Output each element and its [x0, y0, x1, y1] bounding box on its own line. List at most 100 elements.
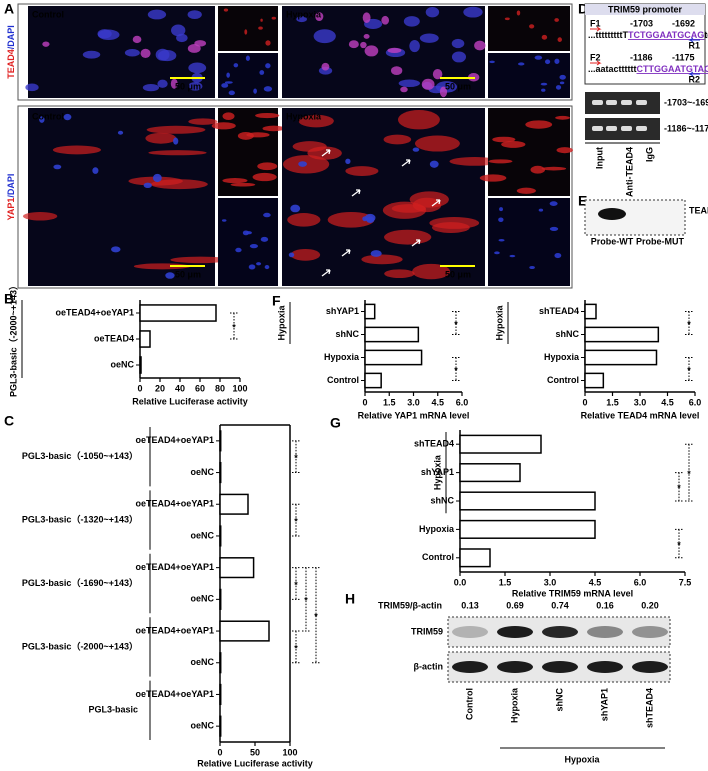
micrograph [28, 6, 215, 98]
cell [259, 70, 265, 75]
cell [489, 60, 495, 64]
cell [451, 51, 467, 63]
cell [187, 10, 202, 19]
x-tick-label: 4.5 [431, 397, 444, 407]
arrow [431, 199, 441, 207]
sig-bracket [312, 567, 320, 664]
cell [157, 79, 168, 88]
cell [559, 74, 566, 80]
sig-bracket [292, 440, 300, 474]
cell [327, 211, 375, 228]
bar [139, 304, 217, 322]
y-tick-label: Control [327, 375, 359, 385]
primer: F2 [590, 52, 601, 62]
panel-frame [17, 105, 573, 289]
sig-bracket [292, 567, 300, 600]
y-tick-label: oeTEAD4+oeYAP1 [56, 307, 134, 317]
arrow [341, 249, 351, 257]
arrow [401, 159, 411, 167]
blot-band [587, 661, 623, 673]
blot-band [632, 661, 668, 673]
cell [544, 59, 551, 65]
cell [555, 85, 562, 90]
cell [52, 145, 102, 155]
y-tick-label: oeNC [190, 721, 214, 731]
sig-bracket [675, 472, 683, 502]
bar [459, 548, 491, 568]
cell [147, 9, 167, 20]
condition-label: Hypoxia [286, 9, 322, 19]
sig-bracket [292, 630, 300, 664]
bar [219, 461, 222, 484]
cell [362, 216, 368, 222]
cell [145, 132, 177, 144]
cell [412, 263, 451, 280]
bar [459, 463, 521, 483]
cell [194, 40, 207, 47]
site-end: -1175 [672, 52, 695, 62]
x-tick-label: 6.0 [456, 397, 469, 407]
sig-label: * [454, 319, 458, 329]
cell [233, 63, 239, 68]
lane-label: shNC [554, 688, 564, 712]
emsa-gel [584, 199, 686, 236]
sig-label: * [454, 365, 458, 375]
cell [255, 112, 280, 119]
promoter-title: TRIM59 promoter [608, 4, 683, 14]
cell [92, 167, 99, 174]
cell [384, 269, 415, 279]
cell [263, 212, 271, 218]
scale-bar-label: 50 μm [445, 81, 471, 91]
lane-label: Hypoxia [509, 687, 519, 723]
cell [224, 81, 233, 84]
scale-bar-label: 50 μm [445, 269, 471, 279]
sig-label: * [304, 596, 308, 606]
cell [361, 254, 403, 265]
cell [211, 122, 236, 130]
y-tick-label: oeNC [190, 467, 214, 477]
bar [459, 519, 596, 539]
group-label: PGL3-basic（-1050~+143） [22, 451, 138, 461]
ratio-label: TRIM59/β-actin [378, 600, 442, 610]
cell [498, 239, 505, 242]
x-axis-label: Relative TEAD4 mRNA level [581, 410, 700, 420]
cell [142, 83, 160, 92]
bar [459, 434, 542, 454]
sig-bracket [230, 312, 238, 340]
cell [315, 12, 324, 22]
x-axis-label: Relative YAP1 mRNA level [358, 410, 470, 420]
x-tick-label: 0 [217, 747, 222, 757]
blot-band [632, 626, 668, 638]
cell [400, 86, 408, 93]
sig-bracket [302, 567, 310, 632]
cell [541, 88, 546, 92]
x-tick-label: 4.5 [589, 577, 602, 587]
group-label: Hypoxia [276, 305, 286, 341]
gel-band [621, 100, 632, 105]
x-tick-label: 6.0 [634, 577, 647, 587]
cell [425, 7, 440, 18]
cell [153, 173, 162, 183]
x-tick-label: 80 [215, 383, 225, 393]
x-tick-label: 50 [250, 747, 260, 757]
gel-band [606, 126, 617, 131]
cell [492, 136, 516, 143]
cell [244, 29, 248, 35]
blot-band [497, 626, 533, 638]
cell [516, 187, 536, 194]
sig-bracket [685, 443, 693, 502]
bar [364, 326, 420, 343]
lane-label: Control [464, 688, 474, 720]
cell [364, 45, 379, 57]
cell [555, 115, 571, 120]
arrow [351, 189, 361, 197]
cell [541, 34, 548, 40]
cell [263, 86, 273, 92]
panel-letter: A [4, 1, 14, 17]
y-tick-label: shNC [555, 329, 579, 339]
bar [219, 430, 222, 452]
cell [397, 110, 440, 130]
cell [171, 24, 186, 37]
cell [429, 160, 439, 168]
cell [498, 217, 504, 222]
